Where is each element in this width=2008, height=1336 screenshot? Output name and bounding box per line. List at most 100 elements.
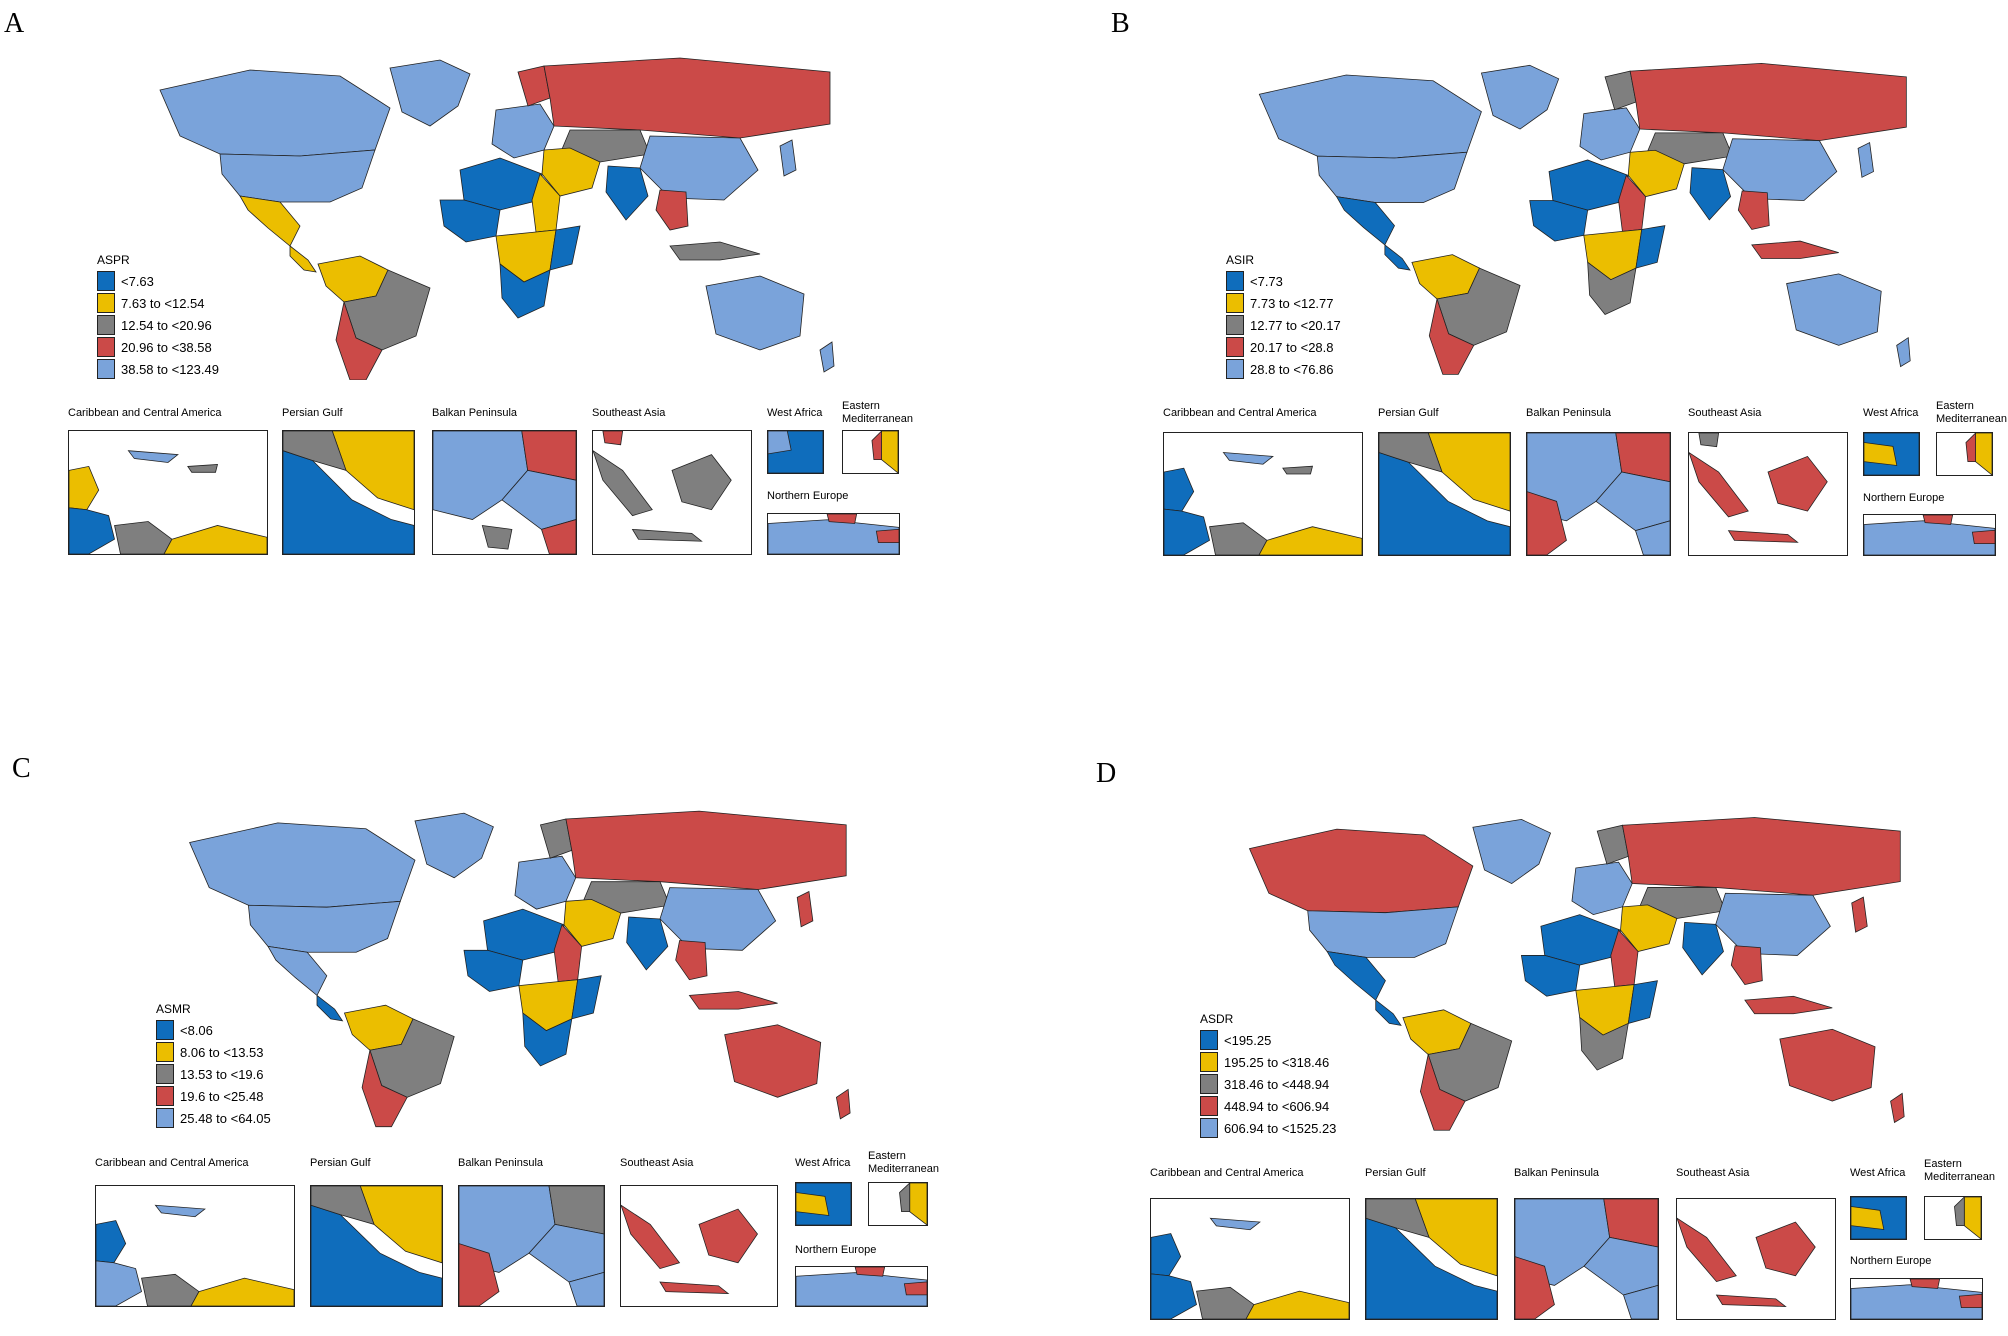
world-map [1248, 817, 1905, 1131]
legend-swatch [97, 337, 115, 357]
inset-title-seasia: Southeast Asia [620, 1157, 694, 1169]
inset-balkan [432, 430, 577, 555]
world-map [1258, 62, 1911, 375]
inset-title-balkan: Balkan Peninsula [1526, 407, 1612, 419]
inset-eastmed [1936, 432, 1993, 476]
inset-balkan [1526, 432, 1671, 556]
inset-balkan [458, 1185, 605, 1307]
legend-item: <7.63 [97, 270, 219, 292]
legend-swatch [1226, 315, 1244, 335]
inset-westafrica [795, 1182, 852, 1226]
inset-persian [282, 430, 415, 555]
world-map [189, 810, 851, 1128]
legend-swatch [97, 293, 115, 313]
inset-caribbean [1163, 432, 1363, 556]
inset-northeurope [1863, 514, 1996, 556]
legend-item: 20.17 to <28.8 [1226, 336, 1341, 358]
panel-letter: A [4, 8, 25, 39]
inset-title-balkan: Balkan Peninsula [458, 1157, 544, 1169]
inset-westafrica [767, 430, 824, 474]
legend-label: 318.46 to <448.94 [1224, 1076, 1330, 1092]
legend-item: 28.8 to <76.86 [1226, 358, 1341, 380]
legend-item: <195.25 [1200, 1029, 1336, 1051]
inset-title-westafrica: West Africa [1850, 1167, 1906, 1179]
legend-label: 606.94 to <1525.23 [1224, 1120, 1337, 1136]
inset-eastmed [842, 430, 899, 474]
inset-seasia [620, 1185, 778, 1307]
legend-label: <7.73 [1250, 273, 1283, 289]
legend-swatch [97, 271, 115, 291]
legend-label: 12.77 to <20.17 [1250, 317, 1341, 333]
legend-swatch [1226, 293, 1244, 313]
inset-title-balkan: Balkan Peninsula [1514, 1167, 1600, 1179]
inset-title-eastmed: Eastern Mediterranean [868, 1150, 939, 1175]
legend-swatch [156, 1108, 174, 1128]
inset-caribbean [68, 430, 268, 555]
legend-swatch [156, 1086, 174, 1106]
legend-swatch [1200, 1030, 1218, 1050]
legend-swatch [1226, 271, 1244, 291]
legend-label: 12.54 to <20.96 [121, 317, 212, 333]
inset-title-persian: Persian Gulf [310, 1157, 371, 1169]
legend-item: 20.96 to <38.58 [97, 336, 219, 358]
inset-title-persian: Persian Gulf [1365, 1167, 1426, 1179]
legend-swatch [97, 359, 115, 379]
legend-item: 606.94 to <1525.23 [1200, 1117, 1336, 1139]
inset-title-northeurope: Northern Europe [1850, 1255, 1932, 1267]
inset-persian [1378, 432, 1511, 556]
inset-title-balkan: Balkan Peninsula [432, 407, 518, 419]
legend: ASMR <8.06 8.06 to <13.53 13.53 to <19.6… [156, 1002, 271, 1129]
legend-item: <8.06 [156, 1019, 271, 1041]
legend-label: 7.73 to <12.77 [1250, 295, 1334, 311]
inset-balkan [1514, 1198, 1659, 1320]
inset-caribbean [95, 1185, 295, 1307]
inset-eastmed [1924, 1196, 1982, 1240]
inset-title-caribbean: Caribbean and Central America [1150, 1167, 1304, 1179]
legend-item: <7.73 [1226, 270, 1341, 292]
inset-seasia [1676, 1198, 1836, 1320]
legend-item: 12.54 to <20.96 [97, 314, 219, 336]
legend-swatch [1226, 359, 1244, 379]
legend-label: 195.25 to <318.46 [1224, 1054, 1330, 1070]
legend-title: ASPR [97, 253, 130, 267]
inset-title-caribbean: Caribbean and Central America [95, 1157, 249, 1169]
inset-title-eastmed: Eastern Mediterranean [842, 400, 913, 425]
legend-title: ASMR [156, 1002, 191, 1016]
inset-title-northeurope: Northern Europe [1863, 492, 1945, 504]
legend-item: 8.06 to <13.53 [156, 1041, 271, 1063]
legend-item: 7.73 to <12.77 [1226, 292, 1341, 314]
legend-swatch [1200, 1052, 1218, 1072]
legend-label: 20.96 to <38.58 [121, 339, 212, 355]
inset-persian [310, 1185, 443, 1307]
legend: ASDR <195.25 195.25 to <318.46 318.46 to… [1200, 1012, 1336, 1139]
legend-item: 195.25 to <318.46 [1200, 1051, 1336, 1073]
inset-title-persian: Persian Gulf [282, 407, 343, 419]
legend-item: 318.46 to <448.94 [1200, 1073, 1336, 1095]
legend-swatch [1200, 1096, 1218, 1116]
inset-title-eastmed: Eastern Mediterranean [1924, 1158, 1995, 1183]
legend-item: 7.63 to <12.54 [97, 292, 219, 314]
inset-title-seasia: Southeast Asia [592, 407, 666, 419]
panel-a: A [0, 0, 960, 560]
inset-northeurope [795, 1266, 928, 1307]
legend-label: 28.8 to <76.86 [1250, 361, 1334, 377]
inset-title-seasia: Southeast Asia [1688, 407, 1762, 419]
inset-title-westafrica: West Africa [1863, 407, 1919, 419]
legend: ASPR <7.63 7.63 to <12.54 12.54 to <20.9… [97, 253, 219, 380]
legend-label: 8.06 to <13.53 [180, 1044, 264, 1060]
panel-c: C [0, 750, 960, 1336]
inset-westafrica [1863, 432, 1920, 476]
legend-swatch [1200, 1074, 1218, 1094]
legend-item: 38.58 to <123.49 [97, 358, 219, 380]
legend-swatch [156, 1064, 174, 1084]
inset-seasia [592, 430, 752, 555]
legend-label: <195.25 [1224, 1032, 1272, 1048]
inset-eastmed [868, 1182, 928, 1226]
legend-label: 20.17 to <28.8 [1250, 339, 1334, 355]
legend-item: 448.94 to <606.94 [1200, 1095, 1336, 1117]
panel-letter: D [1096, 758, 1117, 789]
legend-label: <8.06 [180, 1022, 213, 1038]
legend-swatch [156, 1020, 174, 1040]
legend-label: 25.48 to <64.05 [180, 1110, 271, 1126]
inset-caribbean [1150, 1198, 1350, 1320]
